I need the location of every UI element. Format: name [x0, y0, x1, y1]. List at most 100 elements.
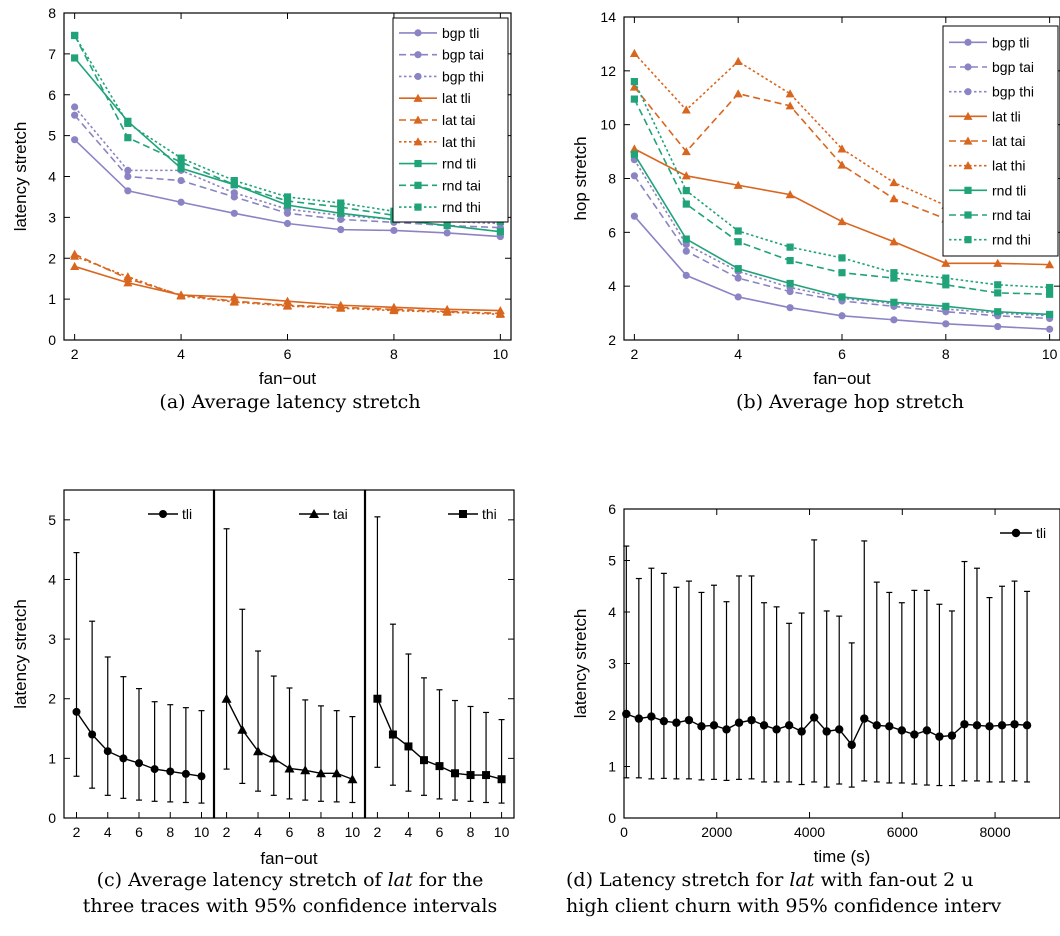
- data-point: [70, 261, 80, 271]
- data-point: [283, 193, 292, 201]
- data-point: [734, 238, 742, 246]
- subpanel-tli: 0 1 2 3 4 5 2 4 6 8 10 tli: [48, 489, 215, 840]
- data-point: [230, 181, 238, 189]
- caption-d-line1: (d) Latency stretch for lat with fan-out…: [566, 869, 973, 891]
- legend-label: bgp tai: [992, 59, 1034, 75]
- y-tick-label: 5: [48, 512, 56, 528]
- legend-marker: [414, 72, 422, 81]
- data-point: [797, 727, 806, 736]
- data-point: [785, 190, 795, 199]
- data-point: [682, 187, 690, 195]
- y-tick-label: 5: [608, 553, 616, 569]
- legend-label: bgp tai: [442, 47, 484, 63]
- data-point: [283, 296, 292, 305]
- subpanel-tai: 2 4 6 8 10 tai: [212, 489, 366, 840]
- caption-segment: lat: [388, 869, 413, 891]
- data-point: [634, 714, 644, 723]
- x-axis-label: fan−out: [259, 369, 316, 388]
- data-point: [337, 203, 345, 211]
- data-point: [935, 732, 944, 741]
- data-point: [284, 763, 295, 773]
- legend-label: lat tai: [992, 133, 1025, 149]
- data-point: [993, 258, 1003, 267]
- data-point: [885, 722, 894, 731]
- data-point: [682, 200, 690, 208]
- legend-marker: [964, 211, 972, 219]
- x-tick-label: 8: [942, 346, 950, 362]
- legend-label: lat thi: [442, 134, 475, 150]
- data-point: [1046, 290, 1054, 298]
- data-point: [890, 269, 898, 277]
- data-point: [785, 101, 795, 110]
- y-tick-label: 10: [600, 117, 616, 133]
- data-point: [1045, 260, 1055, 269]
- data-point: [229, 292, 239, 301]
- data-point: [733, 89, 743, 98]
- x-tick-label: 4: [254, 824, 262, 840]
- data-point: [124, 119, 132, 127]
- data-point: [941, 258, 951, 267]
- legend-marker: [963, 111, 973, 120]
- x-tick-label: 2: [71, 346, 79, 362]
- x-tick-label: 4: [104, 824, 112, 840]
- y-tick-label: 4: [48, 169, 56, 185]
- x-tick-label: 4: [177, 346, 185, 362]
- data-point: [283, 301, 292, 310]
- y-tick-label: 14: [600, 9, 616, 25]
- caption-segment: (d) Latency stretch for: [566, 869, 789, 891]
- data-point: [283, 197, 292, 205]
- data-point: [404, 742, 413, 751]
- data-point: [681, 105, 691, 114]
- legend-marker: [963, 136, 973, 145]
- legend-label: rnd tli: [992, 182, 1026, 198]
- data-point: [809, 713, 819, 722]
- x-tick-label: 10: [1042, 346, 1058, 362]
- data-point: [123, 272, 133, 281]
- data-point: [443, 221, 451, 230]
- data-point: [630, 78, 638, 86]
- data-point: [786, 304, 794, 312]
- caption-segment: (c) Average latency stretch of: [97, 869, 388, 891]
- subpanel-thi: 2 4 6 8 10 thi: [363, 489, 515, 840]
- data-point: [1046, 325, 1054, 333]
- legend-label: bgp thi: [992, 84, 1034, 100]
- legend-marker: [414, 29, 422, 37]
- data-point: [972, 721, 982, 730]
- data-point: [733, 180, 743, 189]
- legend-label: rnd thi: [992, 232, 1031, 248]
- data-point: [177, 176, 185, 185]
- chart-c: 0 1 2 3 4 5 2 4 6 8 10 tli 2 4 6 8 10 tai 2 4 6 8 10 thi fan−out…: [11, 489, 515, 868]
- data-point: [497, 775, 506, 784]
- y-tick-label: 2: [608, 707, 616, 723]
- data-point: [181, 769, 190, 778]
- y-tick-label: 1: [608, 759, 616, 775]
- data-point: [889, 237, 899, 246]
- data-point: [419, 756, 428, 765]
- data-point: [684, 715, 694, 725]
- data-point: [221, 693, 232, 703]
- data-point: [253, 746, 264, 756]
- data-point: [994, 322, 1002, 331]
- caption-segment: lat: [789, 869, 814, 891]
- data-point: [734, 293, 742, 301]
- data-point: [166, 767, 175, 776]
- data-point: [709, 721, 719, 730]
- y-tick-label: 6: [608, 224, 616, 240]
- data-point: [647, 712, 656, 721]
- data-point: [997, 721, 1007, 730]
- data-point: [124, 172, 132, 181]
- x-tick-label: 6: [436, 824, 444, 840]
- data-point: [838, 312, 846, 320]
- data-point: [872, 721, 881, 730]
- data-point: [451, 769, 460, 778]
- legend-label: lat thi: [992, 158, 1025, 174]
- y-tick-label: 2: [608, 332, 616, 348]
- data-point: [71, 31, 79, 40]
- data-point: [985, 722, 994, 731]
- legend-marker: [964, 88, 972, 96]
- data-point: [734, 265, 742, 273]
- caption-a: (a) Average latency stretch: [159, 391, 420, 413]
- data-point: [681, 171, 691, 180]
- y-tick-label: 0: [608, 810, 616, 826]
